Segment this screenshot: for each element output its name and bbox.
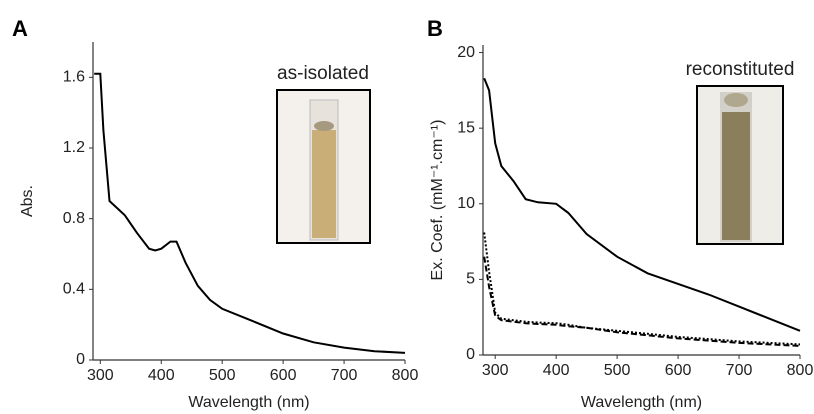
y-tick-label: 5 [466, 271, 475, 288]
x-tick-label: 800 [392, 367, 419, 384]
data-line [483, 232, 801, 346]
y-tick-label: 0 [466, 346, 475, 363]
data-line [483, 77, 801, 332]
y-tick-label: 0.4 [63, 281, 85, 298]
annotation: reconstituted [686, 59, 795, 80]
x-axis-label: Wavelength (nm) [188, 394, 309, 411]
x-tick-label: 700 [331, 367, 358, 384]
y-tick-label: 15 [457, 119, 475, 136]
annotation: as-isolated [277, 63, 369, 84]
inset-photo [696, 85, 784, 245]
inset-photo [276, 89, 371, 244]
x-tick-label: 600 [270, 367, 297, 384]
x-tick-label: 800 [787, 362, 814, 379]
x-tick-label: 500 [209, 367, 236, 384]
y-axis-label: Ex. Coef. (mM⁻¹.cm⁻¹) [429, 120, 446, 281]
y-tick-label: 0.8 [63, 210, 85, 227]
y-tick-label: 1.6 [63, 69, 85, 86]
x-tick-label: 500 [604, 362, 631, 379]
x-tick-label: 600 [665, 362, 692, 379]
y-tick-label: 1.2 [63, 139, 85, 156]
data-line [483, 256, 801, 347]
x-tick-label: 400 [148, 367, 175, 384]
panel-label: B [427, 16, 443, 41]
x-tick-label: 400 [543, 362, 570, 379]
x-tick-label: 300 [482, 362, 509, 379]
y-tick-label: 0 [76, 351, 85, 368]
data-line [94, 72, 406, 354]
x-tick-label: 300 [87, 367, 114, 384]
y-axis-label: Abs. [19, 185, 36, 217]
y-tick-label: 20 [457, 44, 475, 61]
x-tick-label: 700 [726, 362, 753, 379]
x-axis-label: Wavelength (nm) [581, 394, 702, 411]
y-tick-label: 10 [457, 195, 475, 212]
panel-label: A [12, 16, 28, 41]
